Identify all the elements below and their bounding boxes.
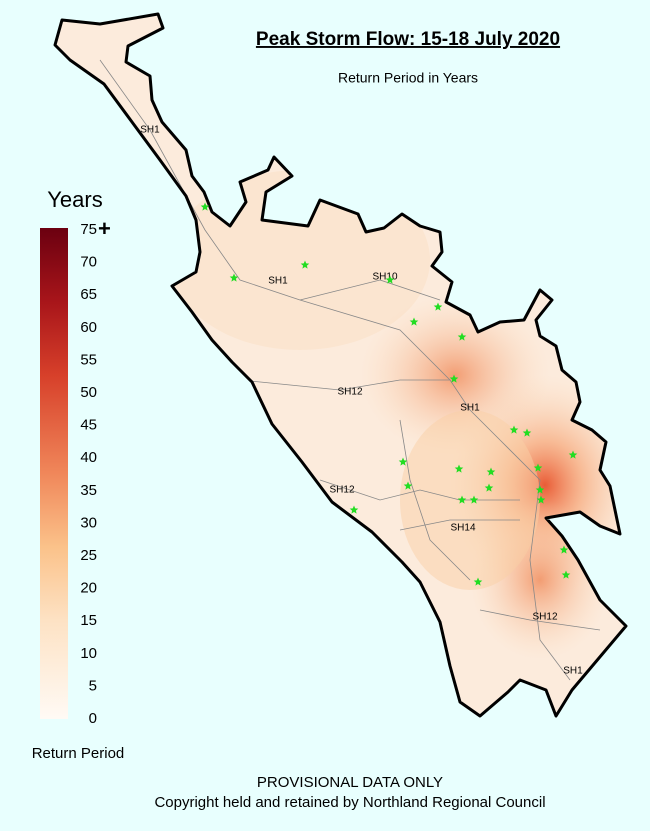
legend-tick-label: 70	[80, 254, 97, 271]
road-label: SH12	[532, 612, 557, 623]
legend-tick-label: 40	[80, 449, 97, 466]
legend-tick-label: 65	[80, 286, 97, 303]
gauge-station	[403, 481, 413, 490]
gauge-station	[559, 545, 569, 554]
legend-tick-label: 0	[89, 710, 97, 727]
gauge-station	[300, 260, 310, 269]
gauge-station	[449, 374, 459, 383]
road-label: SH1	[140, 125, 160, 136]
road-label: SH12	[337, 387, 362, 398]
gauge-station	[509, 425, 519, 434]
gauge-station	[200, 202, 210, 211]
gauge-station	[398, 457, 408, 466]
legend-tick-label: 10	[80, 645, 97, 662]
legend-tick-label: 20	[80, 580, 97, 597]
legend-tick-label: 50	[80, 384, 97, 401]
road-label: SH1	[460, 403, 480, 414]
gauge-station	[457, 495, 467, 504]
gauge-station	[409, 317, 419, 326]
legend-tick-label: 15	[80, 612, 97, 629]
notice: PROVISIONAL DATA ONLY	[257, 774, 443, 791]
gauge-station	[522, 428, 532, 437]
gauge-station	[349, 505, 359, 514]
legend-tick-label: 60	[80, 319, 97, 336]
gauge-station	[469, 495, 479, 504]
gauge-station	[561, 570, 571, 579]
gauge-station	[454, 464, 464, 473]
legend-tick-label: 55	[80, 351, 97, 368]
title: Peak Storm Flow: 15-18 July 2020	[256, 29, 560, 50]
legend-caption: Return Period	[32, 745, 125, 762]
colorbar	[40, 228, 68, 719]
gauge-station	[568, 450, 578, 459]
gauge-station	[385, 275, 395, 284]
legend-title: Years	[47, 187, 102, 212]
gauge-station	[536, 495, 546, 504]
subtitle: Return Period in Years	[338, 70, 478, 86]
road-label: SH1	[268, 276, 288, 287]
gauge-station	[473, 577, 483, 586]
road-label: SH14	[450, 523, 475, 534]
legend-tick-label: 5	[89, 677, 97, 694]
legend-overflow: +	[98, 216, 111, 241]
legend-tick-label: 25	[80, 547, 97, 564]
gauge-station	[486, 467, 496, 476]
legend-tick-label: 35	[80, 482, 97, 499]
legend-tick-label: 75	[80, 221, 97, 238]
legend-tick-label: 30	[80, 514, 97, 531]
road-label: SH1	[563, 666, 583, 677]
legend-tick-label: 45	[80, 417, 97, 434]
gauge-station	[229, 273, 239, 282]
gauge-station	[535, 485, 545, 494]
gauge-station	[457, 332, 467, 341]
gauge-station	[484, 483, 494, 492]
road-label: SH12	[329, 485, 354, 496]
copyright: Copyright held and retained by Northland…	[154, 794, 545, 811]
gauge-station	[533, 463, 543, 472]
road-label: SH10	[372, 272, 397, 283]
gauge-station	[433, 302, 443, 311]
